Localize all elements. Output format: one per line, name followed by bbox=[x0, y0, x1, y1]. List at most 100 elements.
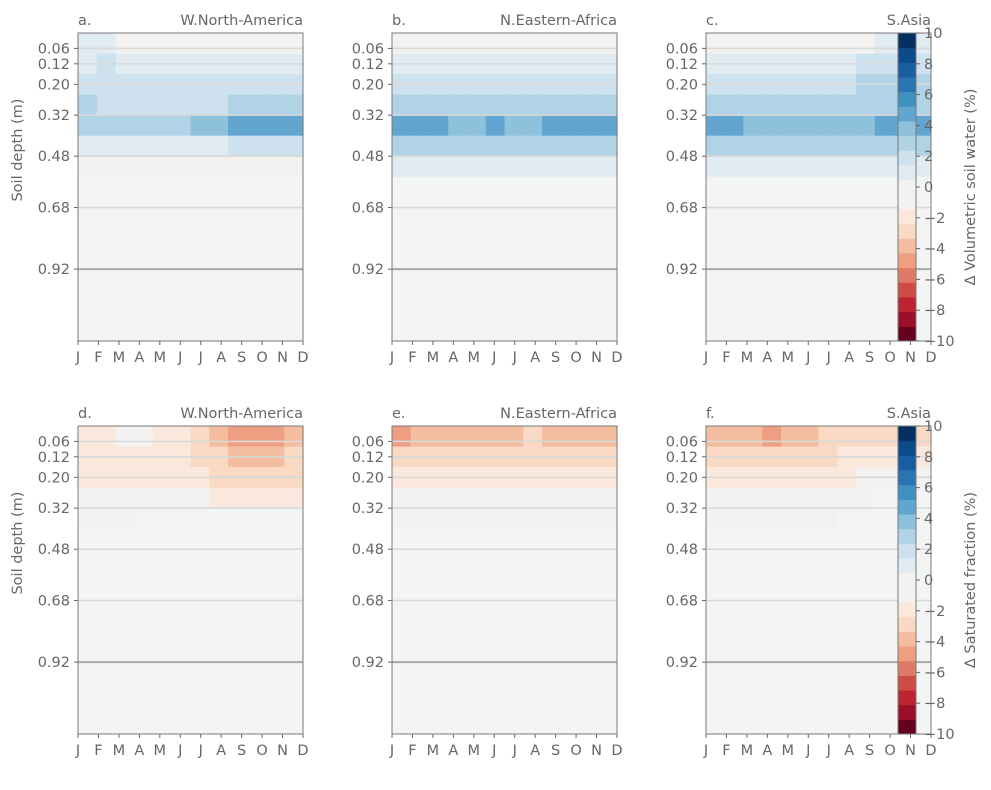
axes-frame bbox=[77, 425, 304, 735]
heat-cell bbox=[153, 115, 173, 137]
heat-cell bbox=[429, 549, 449, 571]
colorbar-segment bbox=[898, 660, 916, 676]
heat-cell bbox=[134, 569, 154, 591]
colorbar-tick-label: 2 bbox=[924, 149, 933, 165]
y-tick-label: 0.48 bbox=[38, 149, 70, 165]
heat-cell bbox=[762, 426, 782, 448]
heat-cell bbox=[96, 549, 117, 571]
heat-cell bbox=[818, 238, 838, 260]
x-tick-label: A bbox=[216, 350, 226, 366]
heat-cell bbox=[228, 94, 248, 116]
x-tick-label: M bbox=[741, 743, 754, 759]
heat-cell bbox=[542, 528, 562, 550]
colorbar-segment bbox=[898, 77, 916, 93]
heat-cell bbox=[190, 279, 210, 301]
heat-cell bbox=[392, 94, 412, 116]
heat-cell bbox=[265, 508, 285, 530]
y-tick-label: 0.32 bbox=[38, 108, 70, 124]
heat-cell bbox=[724, 238, 745, 260]
heat-cell bbox=[78, 569, 98, 591]
x-tick-label: J bbox=[177, 350, 182, 366]
colorbar-tick-label: 2 bbox=[924, 542, 933, 558]
heat-cell bbox=[448, 549, 468, 571]
heat-cell bbox=[410, 692, 431, 715]
heat-cell bbox=[724, 33, 745, 55]
y-tick-label: 0.32 bbox=[352, 501, 384, 517]
heat-cell bbox=[448, 279, 468, 301]
heat-cell bbox=[153, 713, 173, 735]
heat-cell bbox=[228, 528, 248, 550]
heat-cell bbox=[874, 176, 895, 198]
heat-cell bbox=[818, 610, 838, 632]
heat-cell bbox=[485, 487, 506, 509]
heat-cell bbox=[874, 115, 895, 137]
x-tick-label: M bbox=[113, 743, 126, 759]
x-tick-label: D bbox=[925, 743, 936, 759]
x-tick-label: J bbox=[703, 743, 708, 759]
heat-cell bbox=[874, 508, 895, 530]
heat-cell bbox=[228, 115, 248, 137]
heat-cell bbox=[228, 692, 248, 715]
heat-cell bbox=[874, 713, 895, 735]
heat-cell bbox=[856, 610, 876, 632]
x-tick-label: S bbox=[551, 350, 560, 366]
colorbar-saturated: 10 8 6 4 2 0 −2 −4 −6 −8 −10 Δ Saturated fraction (… bbox=[897, 419, 979, 743]
heat-cell bbox=[485, 299, 506, 322]
heat-cell bbox=[542, 33, 562, 55]
heat-cell bbox=[706, 713, 726, 735]
heat-cell bbox=[762, 508, 782, 530]
panel-e: 0.060.120.200.320.480.680.92J F M A M J J A S O N D… bbox=[352, 406, 623, 759]
colorbar-segment bbox=[898, 121, 916, 137]
colorbar-segment bbox=[898, 47, 916, 63]
heat-cell bbox=[96, 299, 117, 322]
heat-cell bbox=[209, 528, 229, 550]
heat-cell bbox=[799, 156, 820, 178]
heat-cell bbox=[799, 94, 820, 116]
heat-cell bbox=[856, 299, 876, 322]
heat-cell bbox=[209, 135, 229, 157]
heat-cell bbox=[429, 672, 449, 694]
heat-cell bbox=[209, 238, 229, 260]
colorbar-segment bbox=[898, 440, 916, 456]
heat-cell bbox=[724, 135, 745, 157]
x-tick-label: M bbox=[427, 743, 440, 759]
heat-cell bbox=[246, 94, 267, 116]
x-tick-label: F bbox=[408, 743, 416, 759]
y-tick-label: 0.68 bbox=[38, 594, 70, 610]
heat-cell bbox=[96, 487, 117, 509]
x-tick-label: A bbox=[762, 350, 772, 366]
heat-cell bbox=[78, 672, 98, 694]
heat-cell bbox=[485, 135, 506, 157]
heat-cell bbox=[284, 176, 304, 198]
heat-cell bbox=[579, 528, 599, 550]
heat-cell bbox=[190, 672, 210, 694]
heat-cell bbox=[504, 549, 524, 571]
heat-cell bbox=[153, 508, 173, 530]
heat-cell bbox=[467, 487, 487, 509]
x-tick-label: A bbox=[134, 743, 144, 759]
heat-cell bbox=[115, 487, 135, 509]
heat-cell bbox=[153, 217, 173, 239]
colorbar-segment bbox=[898, 675, 916, 691]
heat-cell bbox=[410, 156, 431, 178]
x-tick-label: D bbox=[611, 350, 622, 366]
heat-cell bbox=[153, 320, 173, 342]
x-tick-label: S bbox=[865, 350, 874, 366]
heat-cell bbox=[284, 320, 304, 342]
colorbar-segment bbox=[898, 543, 916, 559]
heat-cell bbox=[467, 692, 487, 715]
heat-cell bbox=[912, 713, 932, 735]
colorbar-segment bbox=[898, 150, 916, 166]
heat-cell bbox=[598, 672, 618, 694]
heat-cell bbox=[542, 508, 562, 530]
heat-cell bbox=[153, 631, 173, 653]
heat-cell bbox=[209, 94, 229, 116]
heat-cell bbox=[743, 299, 763, 322]
heat-cell bbox=[856, 508, 876, 530]
colorbar-segment bbox=[898, 514, 916, 530]
colorbar-tick-label: 0 bbox=[924, 180, 933, 196]
heat-cell bbox=[504, 33, 524, 55]
heat-cell bbox=[485, 279, 506, 301]
heat-cell bbox=[228, 135, 248, 157]
x-tick-label: F bbox=[94, 743, 102, 759]
